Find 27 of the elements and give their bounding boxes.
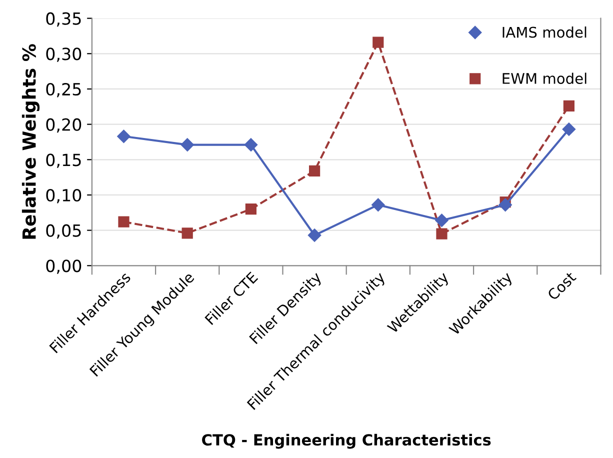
legend-label: EWM model xyxy=(502,72,586,84)
y-tick-label: 0,25 xyxy=(46,82,81,98)
point xyxy=(118,216,130,228)
point xyxy=(182,228,193,239)
y-tick-label: 0,20 xyxy=(46,118,82,133)
point xyxy=(372,36,384,48)
y-tick-label: 0,15 xyxy=(46,154,81,168)
x-axis-title: CTQ - Engineering Characteristics xyxy=(202,434,491,449)
point xyxy=(562,122,576,136)
point xyxy=(245,204,257,215)
point xyxy=(498,198,512,212)
point xyxy=(372,198,385,212)
legend-label: IAMS model xyxy=(502,26,586,38)
point xyxy=(180,138,194,152)
y-tick-label: 0,10 xyxy=(46,188,82,204)
y-tick-label: 0,35 xyxy=(46,12,81,27)
point xyxy=(563,100,574,112)
y-axis-title: Relative Weights % xyxy=(22,44,40,239)
point xyxy=(308,165,320,177)
y-tick-label: 0,30 xyxy=(46,48,82,62)
point xyxy=(435,214,448,228)
y-tick-label: 0,05 xyxy=(46,224,81,239)
point xyxy=(117,130,130,143)
y-tick-label: 0,00 xyxy=(46,260,82,274)
point xyxy=(244,138,258,152)
point xyxy=(308,228,322,242)
point xyxy=(436,228,448,240)
